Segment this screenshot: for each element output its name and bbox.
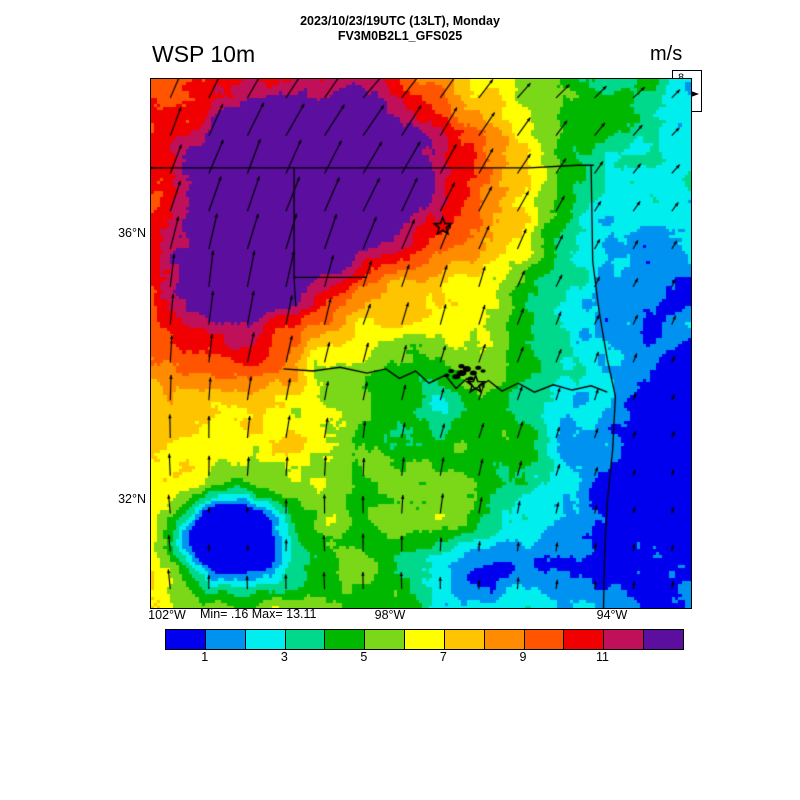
min-max-readout: Min= .16 Max= 13.11 (200, 607, 317, 621)
x-axis-tick-98W: 98°W (374, 608, 406, 622)
colorbar-band-4 (325, 630, 366, 649)
units-label: m/s (650, 43, 683, 65)
colorbar-tick-9: 9 (519, 650, 527, 664)
colorbar-tick-3: 3 (280, 650, 288, 664)
title-line-2: FV3M0B2L1_GFS025 (337, 29, 463, 43)
colorbar-band-10 (564, 630, 605, 649)
variable-label: WSP 10m (152, 41, 256, 67)
colorbar-band-11 (604, 630, 645, 649)
y-axis-tick-36N: 36°N (118, 226, 146, 240)
colorbar-band-0 (166, 630, 206, 649)
colorbar-tick-5: 5 (360, 650, 368, 664)
chart-title-block: 2023/10/23/19UTC (13LT), Monday FV3M0B2L… (0, 14, 800, 44)
colorbar-tick-7: 7 (439, 650, 447, 664)
x-axis-tick-102W: 102°W (148, 608, 186, 622)
colorbar-band-1 (205, 630, 246, 649)
colorbar-band-12 (644, 630, 683, 649)
wind-speed-contour-field (151, 79, 691, 608)
colorbar-band-2 (245, 630, 286, 649)
y-axis-tick-32N: 32°N (118, 492, 146, 506)
x-axis-tick-94W: 94°W (596, 608, 628, 622)
colorbar-band-9 (524, 630, 565, 649)
title-line-1: 2023/10/23/19UTC (13LT), Monday (300, 14, 500, 28)
colorbar-tick-11: 11 (595, 650, 609, 664)
colorbar-tick-1: 1 (201, 650, 209, 664)
wind-speed-map-plot[interactable] (150, 78, 692, 609)
colorbar-band-8 (484, 630, 525, 649)
colorbar-band-7 (444, 630, 485, 649)
colorbar-band-5 (365, 630, 406, 649)
colorbar-band-3 (285, 630, 326, 649)
colorbar[interactable] (165, 629, 684, 650)
colorbar-tick-labels: 1 3 5 7 9 11 (165, 648, 682, 668)
colorbar-band-6 (405, 630, 445, 649)
